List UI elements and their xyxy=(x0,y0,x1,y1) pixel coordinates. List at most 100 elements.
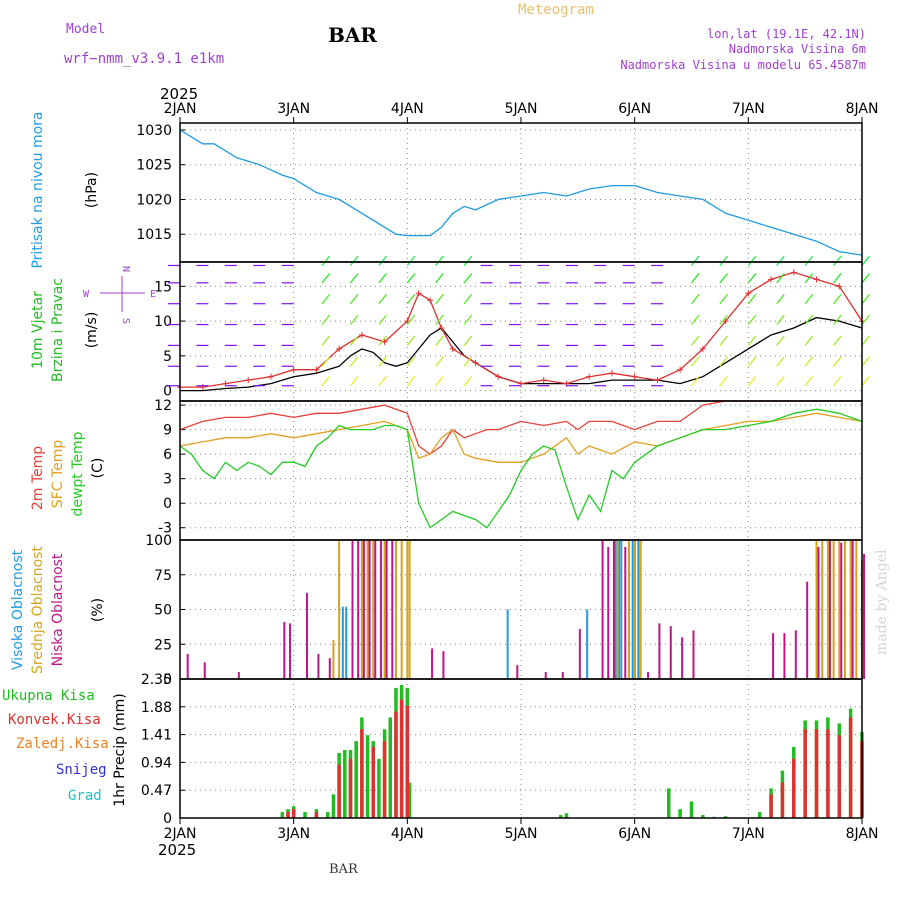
gust-marker xyxy=(608,370,615,377)
data-bar xyxy=(624,546,627,679)
data-bar xyxy=(408,540,411,679)
gust-marker xyxy=(449,345,456,352)
wind-arrow xyxy=(804,273,814,284)
series-line xyxy=(180,316,863,392)
y-tick-label: 3 xyxy=(163,472,172,488)
compass-rose: N S W E xyxy=(83,266,156,324)
data-bar xyxy=(341,606,344,679)
wind-arrow xyxy=(833,255,842,266)
data-bar xyxy=(237,672,240,679)
data-bar xyxy=(405,705,410,818)
gust-marker xyxy=(427,297,434,304)
top-date-tick: 7JAN xyxy=(732,101,765,117)
wind-arrow xyxy=(406,255,416,266)
data-bar xyxy=(306,592,309,679)
data-bar xyxy=(337,764,341,818)
y-tick-label: 1025 xyxy=(136,158,172,174)
wind-arrow xyxy=(435,293,444,305)
wind-arrow xyxy=(321,356,331,367)
cloud-unit: (%) xyxy=(90,598,106,622)
wind-label-2: Brzina i Pravac xyxy=(50,278,66,382)
series-line xyxy=(179,129,863,256)
data-bar xyxy=(607,546,610,679)
wind-arrow xyxy=(406,293,416,305)
data-bar xyxy=(388,717,393,818)
data-bar xyxy=(328,658,331,679)
wind-arrow xyxy=(747,356,757,367)
data-bar xyxy=(317,653,320,679)
pressure-label: Pritisak na nivou mora xyxy=(30,111,46,268)
data-bar xyxy=(280,812,285,818)
wind-arrow xyxy=(378,314,387,325)
data-bar xyxy=(815,540,818,679)
data-bar xyxy=(362,540,365,679)
wind-arrow xyxy=(747,335,757,346)
bottom-date-tick: 4JAN xyxy=(391,826,424,842)
data-bar xyxy=(368,540,371,679)
data-bar xyxy=(345,606,348,679)
wind-arrows xyxy=(168,255,870,387)
gust-marker xyxy=(245,377,252,384)
data-bar xyxy=(620,540,623,679)
y-tick-label: 1020 xyxy=(136,192,172,208)
panel-frame xyxy=(179,678,863,819)
wind-arrow xyxy=(435,273,444,284)
compass-south: S xyxy=(120,318,131,324)
wind-arrow xyxy=(719,314,728,325)
bottom-date-tick: 5JAN xyxy=(505,826,538,842)
data-bar xyxy=(616,540,619,679)
data-bar xyxy=(357,540,360,679)
data-bar xyxy=(338,540,341,679)
wind-arrow xyxy=(350,335,359,346)
data-bar xyxy=(283,622,286,679)
data-bar xyxy=(377,758,381,818)
data-bar xyxy=(406,540,409,679)
wind-arrow xyxy=(861,255,870,266)
wind-arrow xyxy=(321,375,331,387)
data-bar xyxy=(186,653,189,679)
wind-arrow xyxy=(406,335,416,346)
wind-arrow xyxy=(691,314,700,325)
precip-label-total: Ukupna Kisa xyxy=(2,688,95,704)
y-tick-label: 0 xyxy=(163,384,172,400)
gust-marker xyxy=(813,276,820,283)
top-date-tick: 4JAN xyxy=(391,101,424,117)
data-bar xyxy=(291,809,296,818)
gust-marker xyxy=(745,290,752,297)
data-bar xyxy=(374,540,377,679)
wind-arrow xyxy=(321,293,331,305)
wind-arrow xyxy=(747,255,757,266)
data-bar xyxy=(792,758,796,818)
wind-arrow xyxy=(804,293,814,305)
data-bar xyxy=(769,794,773,818)
wind-arrow xyxy=(833,273,842,284)
data-bar xyxy=(288,623,291,679)
wind-arrow xyxy=(719,375,728,387)
data-bar xyxy=(681,637,684,679)
data-bar xyxy=(757,812,762,818)
wind-arrow xyxy=(833,335,842,346)
data-bar xyxy=(794,630,797,679)
data-bar xyxy=(840,542,843,679)
data-bar xyxy=(286,812,290,818)
wind-arrow xyxy=(861,314,870,325)
footer-station: BAR xyxy=(329,862,359,877)
data-bar xyxy=(564,813,569,818)
wind-arrow xyxy=(350,255,359,266)
wind-arrow xyxy=(719,293,728,305)
data-bar xyxy=(431,648,434,679)
y-tick-label: 1015 xyxy=(136,227,172,243)
wind-arrow xyxy=(804,356,814,367)
wind-arrow xyxy=(321,255,331,266)
data-bar xyxy=(379,540,382,679)
coords-text: lon,lat (19.1E, 42.1N) xyxy=(707,27,866,41)
data-bar xyxy=(343,749,347,818)
data-bar xyxy=(780,782,785,818)
credit-text: made by Angel xyxy=(874,549,890,655)
data-bar xyxy=(506,609,509,679)
data-bar xyxy=(394,711,398,818)
data-bar xyxy=(806,581,809,679)
data-bar xyxy=(667,788,671,818)
wind-arrow xyxy=(804,255,814,266)
